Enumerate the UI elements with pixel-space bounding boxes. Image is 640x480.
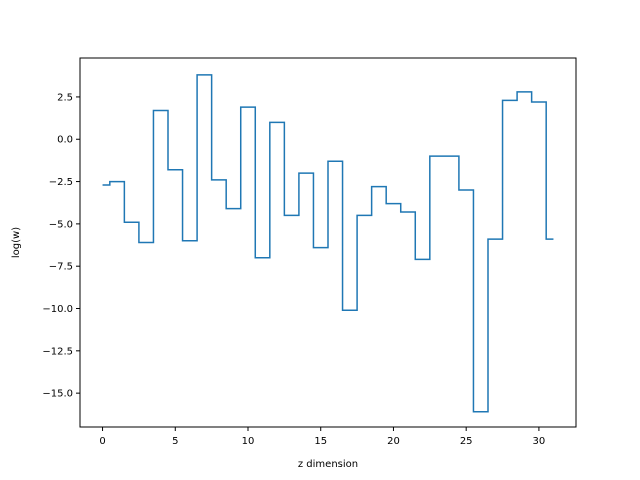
- x-tick-label: 5: [172, 436, 178, 447]
- series-step-line: [102, 74, 554, 413]
- y-tick-label: −10.0: [42, 304, 73, 315]
- axes-frame: [79, 57, 577, 428]
- y-axis-ticks: 2.5 0.0 −2.5 −5.0 −7.5 −10.0 −12.5 −15.0: [42, 92, 80, 400]
- x-tick-label: 10: [242, 436, 255, 447]
- y-tick-label: 2.5: [57, 92, 73, 103]
- x-axis-ticks: 0 5 10 15 20 25 30: [99, 427, 545, 447]
- y-axis-label: log(w): [11, 227, 22, 258]
- plot-area: [102, 74, 554, 413]
- x-tick-label: 15: [314, 436, 327, 447]
- y-tick-label: −2.5: [49, 177, 73, 188]
- y-tick-label: −5.0: [49, 219, 73, 230]
- y-tick-label: −12.5: [42, 346, 73, 357]
- y-tick-label: 0.0: [57, 135, 73, 146]
- x-tick-label: 20: [387, 436, 400, 447]
- y-tick-label: −7.5: [49, 262, 73, 273]
- x-tick-label: 0: [99, 436, 105, 447]
- x-tick-label: 25: [460, 436, 473, 447]
- x-tick-label: 30: [533, 436, 546, 447]
- x-axis-label: z dimension: [298, 459, 358, 470]
- y-tick-label: −15.0: [42, 389, 73, 400]
